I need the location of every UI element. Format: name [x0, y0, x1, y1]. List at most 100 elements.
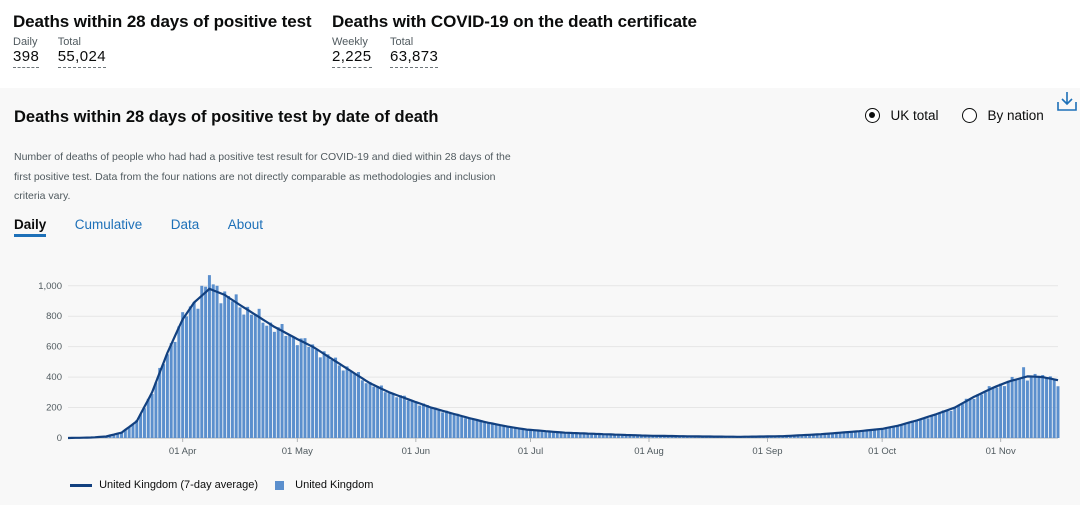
daily-bar[interactable]: [1010, 376, 1014, 438]
daily-bar[interactable]: [869, 429, 873, 438]
download-icon[interactable]: [1056, 90, 1078, 112]
daily-bar[interactable]: [131, 424, 135, 438]
daily-bar[interactable]: [150, 393, 154, 438]
daily-bar[interactable]: [808, 434, 812, 438]
daily-bar[interactable]: [551, 431, 555, 438]
daily-bar[interactable]: [540, 431, 544, 438]
daily-bar[interactable]: [846, 431, 850, 438]
daily-bar[interactable]: [257, 308, 261, 438]
daily-bar[interactable]: [410, 400, 414, 438]
daily-bar[interactable]: [406, 400, 410, 438]
daily-bar[interactable]: [651, 435, 655, 438]
daily-bar[interactable]: [288, 335, 292, 438]
daily-bar[interactable]: [853, 431, 857, 438]
daily-bar[interactable]: [200, 285, 204, 438]
daily-bar[interactable]: [574, 433, 578, 438]
daily-bar[interactable]: [624, 434, 628, 438]
daily-bar[interactable]: [1003, 386, 1006, 438]
daily-bar[interactable]: [379, 385, 383, 438]
daily-bar[interactable]: [907, 422, 911, 438]
stat-value[interactable]: 398: [13, 48, 40, 68]
daily-bar[interactable]: [204, 286, 208, 438]
tab-data[interactable]: Data: [170, 217, 200, 232]
daily-bar[interactable]: [636, 435, 640, 438]
daily-bar[interactable]: [188, 306, 192, 438]
daily-bar[interactable]: [154, 382, 158, 438]
radio-unselected-icon[interactable]: [962, 108, 977, 124]
daily-bar[interactable]: [861, 430, 865, 438]
daily-bar[interactable]: [185, 316, 188, 438]
daily-bar[interactable]: [1045, 377, 1049, 438]
daily-bar[interactable]: [995, 387, 999, 438]
daily-bar[interactable]: [884, 428, 888, 438]
daily-bar[interactable]: [230, 301, 234, 438]
daily-bar[interactable]: [353, 373, 357, 438]
daily-bar[interactable]: [460, 416, 464, 438]
daily-bar[interactable]: [146, 398, 150, 438]
daily-bar[interactable]: [811, 434, 815, 438]
daily-bar[interactable]: [399, 395, 403, 438]
daily-bar[interactable]: [135, 420, 139, 438]
daily-bar[interactable]: [162, 364, 166, 438]
daily-bar[interactable]: [980, 394, 984, 438]
daily-bar[interactable]: [647, 435, 651, 438]
stat-value[interactable]: 63,873: [390, 48, 439, 68]
daily-bar[interactable]: [834, 432, 838, 438]
daily-bar[interactable]: [441, 412, 445, 438]
daily-bar[interactable]: [628, 435, 632, 438]
daily-bar[interactable]: [582, 433, 586, 438]
tab-about[interactable]: About: [227, 217, 263, 232]
daily-bar[interactable]: [949, 410, 953, 438]
daily-bar[interactable]: [804, 435, 808, 438]
daily-bar[interactable]: [276, 327, 280, 438]
daily-bar[interactable]: [865, 429, 869, 438]
daily-bar[interactable]: [590, 433, 594, 438]
daily-bar[interactable]: [938, 413, 941, 438]
daily-bar[interactable]: [945, 409, 949, 438]
daily-bar[interactable]: [490, 423, 494, 438]
daily-bar[interactable]: [915, 420, 919, 438]
daily-bar[interactable]: [295, 345, 299, 438]
radio-uk-total[interactable]: UK total: [865, 107, 938, 125]
daily-bar[interactable]: [123, 429, 127, 438]
daily-bar[interactable]: [567, 432, 571, 438]
daily-bar[interactable]: [620, 434, 624, 438]
daily-bar[interactable]: [349, 371, 353, 438]
daily-bar[interactable]: [372, 386, 376, 438]
daily-bar[interactable]: [368, 381, 372, 438]
daily-bar[interactable]: [1006, 382, 1010, 438]
daily-bar[interactable]: [1014, 380, 1018, 438]
daily-bar[interactable]: [968, 398, 972, 438]
daily-bar[interactable]: [414, 402, 418, 438]
daily-bar[interactable]: [280, 324, 284, 438]
daily-bar[interactable]: [1029, 376, 1033, 438]
daily-bar[interactable]: [165, 354, 169, 438]
daily-bar[interactable]: [830, 433, 834, 438]
daily-bar[interactable]: [181, 312, 185, 438]
daily-bar[interactable]: [613, 434, 617, 438]
daily-bar[interactable]: [120, 433, 123, 438]
daily-bar[interactable]: [911, 420, 915, 438]
daily-bar[interactable]: [364, 383, 368, 438]
daily-bar[interactable]: [173, 341, 177, 438]
daily-bar[interactable]: [888, 426, 892, 438]
daily-bar[interactable]: [311, 344, 315, 438]
daily-bar[interactable]: [1048, 376, 1052, 438]
daily-bar[interactable]: [1052, 378, 1056, 438]
daily-bar[interactable]: [299, 338, 303, 438]
daily-bar[interactable]: [953, 407, 957, 438]
radio-by-nation[interactable]: By nation: [962, 107, 1044, 125]
daily-bar[interactable]: [987, 386, 991, 438]
daily-bar[interactable]: [215, 285, 219, 438]
daily-bar[interactable]: [391, 393, 395, 438]
daily-bar[interactable]: [112, 434, 116, 438]
daily-bar[interactable]: [964, 398, 968, 438]
daily-bar[interactable]: [437, 410, 441, 438]
daily-bar[interactable]: [934, 413, 938, 438]
daily-bar[interactable]: [467, 417, 471, 438]
daily-bar[interactable]: [815, 434, 819, 438]
daily-bar[interactable]: [548, 431, 552, 438]
daily-bar[interactable]: [922, 417, 926, 438]
daily-bar[interactable]: [227, 296, 231, 438]
daily-bar[interactable]: [941, 410, 945, 438]
